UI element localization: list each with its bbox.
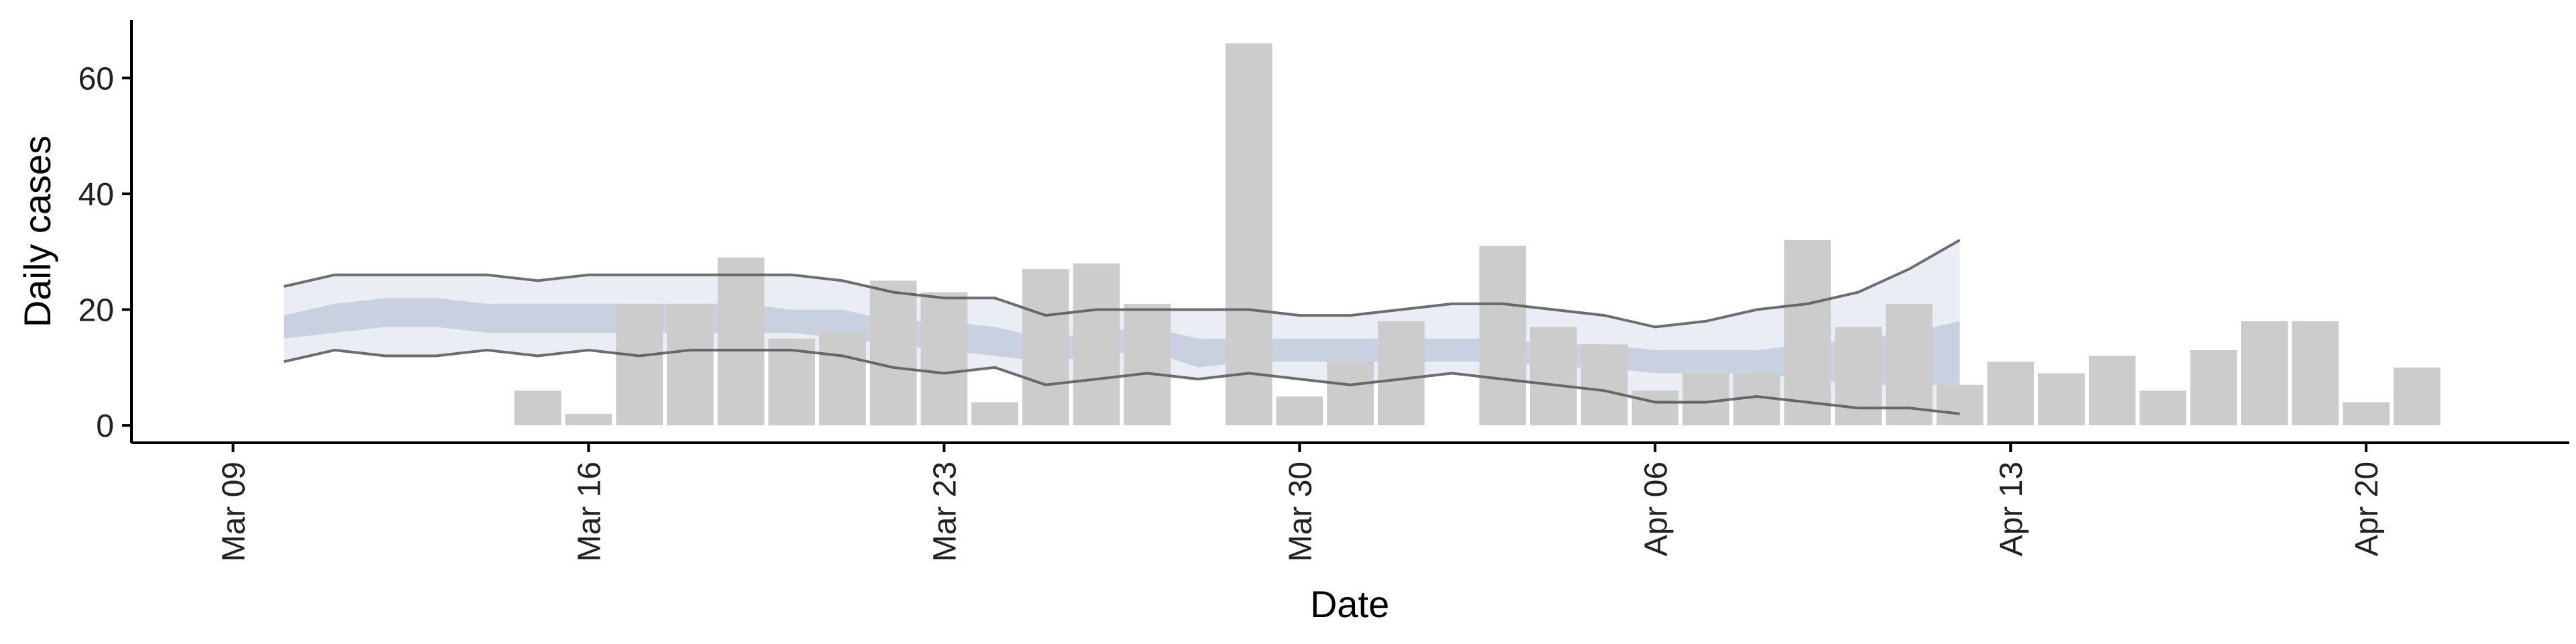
bar-2020-04-19	[2292, 321, 2339, 426]
bar-2020-04-06	[1631, 390, 1679, 426]
bar-2020-04-04	[1530, 327, 1577, 426]
x-tick-label-2020-03-23: Mar 23	[927, 462, 963, 561]
bar-2020-04-21	[2394, 367, 2440, 426]
bar-2020-03-23	[920, 292, 968, 426]
bar-2020-04-13	[1987, 362, 2035, 426]
outer-lower-line	[283, 348, 1960, 415]
bar-2020-03-17	[616, 303, 663, 426]
bar-2020-04-14	[2038, 373, 2085, 426]
bar-2020-03-18	[667, 303, 714, 426]
bar-2020-04-12	[1936, 384, 1984, 426]
y-axis-title: Daily cases	[16, 136, 58, 327]
x-tick-label-2020-03-09: Mar 09	[216, 462, 252, 561]
bar-2020-03-21	[819, 333, 866, 426]
bar-2020-04-18	[2241, 321, 2288, 426]
bar-2020-04-05	[1580, 344, 1628, 426]
y-tick-label-40: 40	[78, 177, 114, 213]
band-boundary-lines	[283, 239, 1961, 415]
x-axis-ticks: Mar 09 Mar 16 Mar 23 Mar 30 Apr 06 Apr 13 Apr …	[216, 443, 2385, 561]
bar-2020-03-30	[1276, 396, 1324, 426]
bar-2020-03-19	[717, 257, 765, 426]
axes	[130, 20, 2569, 444]
x-axis-title: Date	[1310, 583, 1389, 625]
bar-2020-04-17	[2190, 350, 2237, 426]
bar-2020-03-16	[565, 413, 612, 426]
y-tick-label-0: 0	[96, 409, 114, 444]
y-tick-label-60: 60	[78, 61, 114, 97]
bar-2020-03-24	[971, 402, 1018, 426]
bar-2020-03-15	[514, 390, 561, 426]
x-tick-label-2020-04-06: Apr 06	[1638, 462, 1674, 556]
y-tick-label-20: 20	[78, 293, 114, 329]
bar-2020-04-20	[2343, 402, 2390, 426]
bar-2020-04-09	[1784, 239, 1831, 426]
bar-2020-04-16	[2139, 390, 2187, 426]
bar-2020-03-27	[1124, 303, 1171, 426]
bar-2020-03-31	[1327, 362, 1374, 426]
bar-2020-03-25	[1022, 269, 1069, 426]
bar-2020-04-01	[1377, 321, 1425, 426]
x-tick-label-2020-04-13: Apr 13	[1994, 462, 2029, 556]
bar-2020-04-11	[1886, 303, 1933, 426]
bar-2020-03-22	[869, 280, 917, 426]
bar-2020-03-26	[1073, 263, 1120, 426]
bar-2020-04-15	[2088, 356, 2136, 426]
y-axis-ticks: 0 20 40 60	[78, 61, 131, 444]
x-tick-label-2020-04-20: Apr 20	[2349, 462, 2385, 556]
x-tick-label-2020-03-16: Mar 16	[572, 462, 607, 561]
outer-upper-line	[283, 239, 1961, 329]
bar-2020-03-29	[1225, 43, 1273, 426]
x-tick-label-2020-03-30: Mar 30	[1283, 462, 1318, 561]
bar-2020-04-10	[1835, 327, 1882, 426]
bar-2020-04-03	[1479, 246, 1526, 426]
